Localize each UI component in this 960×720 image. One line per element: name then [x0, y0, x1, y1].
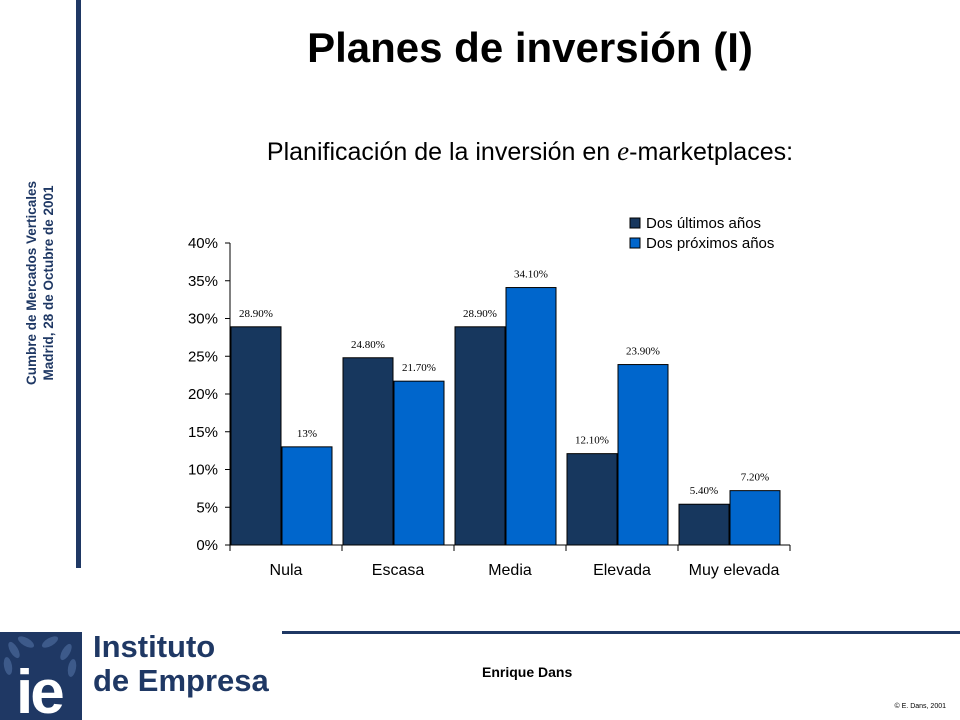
bar-value-label: 12.10% — [575, 435, 609, 447]
x-category-label: Media — [488, 562, 532, 579]
bar-dos-proximos — [729, 490, 781, 546]
subtitle-prefix: Planificación de la inversión en — [266, 138, 618, 166]
bar-dos-proximos — [281, 446, 333, 546]
y-tick-label: 0% — [196, 537, 218, 554]
legend-swatch — [629, 237, 641, 249]
footer-rule — [282, 631, 960, 634]
y-tick-label: 30% — [188, 311, 218, 328]
bar-value-label: 23.90% — [626, 346, 660, 358]
bar-dos-ultimos — [566, 453, 618, 546]
y-tick-label: 5% — [196, 499, 218, 516]
logo-wordmark-line1: Instituto — [93, 629, 216, 664]
subtitle-suffix: -marketplaces: — [629, 138, 794, 166]
bar-value-label: 5.40% — [690, 485, 718, 497]
logo-mark-letters: ie — [16, 658, 65, 720]
left-vertical-rule — [76, 0, 81, 568]
laurel-decoration-icon — [3, 636, 77, 677]
bar-value-label: 34.10% — [514, 269, 548, 281]
bar-value-label: 7.20% — [741, 472, 769, 484]
bar-dos-proximos — [393, 380, 445, 546]
bar-dos-proximos — [617, 364, 669, 546]
legend-label: Dos últimos años — [646, 215, 761, 232]
x-category-label: Nula — [270, 562, 303, 579]
bar-dos-proximos — [505, 287, 557, 546]
bar-value-label: 13% — [297, 428, 317, 440]
side-caption-date: Madrid, 28 de Octubre de 2001 — [41, 185, 56, 381]
copyright-notice: © E. Dans, 2001 — [894, 703, 946, 710]
logo-wordmark-line2: de Empresa — [93, 663, 269, 698]
x-category-label: Elevada — [593, 562, 651, 579]
author-name: Enrique Dans — [482, 664, 573, 680]
investment-bar-chart: 0% 5% 10% 15% 20% 25% 30% 35% 40% 28.90% 13% Nula 24… — [188, 215, 791, 579]
y-tick-label: 10% — [188, 462, 218, 479]
bar-value-label: 24.80% — [351, 339, 385, 351]
bar-dos-ultimos — [230, 326, 282, 546]
logo-mark: ie — [0, 632, 82, 720]
x-category-label: Muy elevada — [689, 562, 780, 579]
bar-value-label: 28.90% — [239, 308, 273, 320]
y-tick-label: 15% — [188, 424, 218, 441]
bar-value-label: 28.90% — [463, 308, 497, 320]
x-category-label: Escasa — [372, 562, 425, 579]
slide-subtitle: Planificación de la inversión en e-marke… — [100, 136, 960, 167]
y-tick-label: 20% — [188, 386, 218, 403]
bar-dos-ultimos — [454, 326, 506, 546]
y-tick-label: 25% — [188, 348, 218, 365]
y-tick-label: 40% — [188, 235, 218, 252]
legend-swatch — [629, 217, 641, 229]
institution-logo: ie Instituto de Empresa — [0, 630, 270, 720]
legend-label: Dos próximos años — [646, 235, 774, 252]
side-caption-event: Cumbre de Mercados Verticales — [24, 180, 39, 386]
bar-value-label: 21.70% — [402, 362, 436, 374]
logo-wordmark: Instituto de Empresa — [93, 630, 269, 698]
slide-title: Planes de inversión (I) — [307, 24, 753, 71]
y-tick-label: 35% — [188, 273, 218, 290]
bar-dos-ultimos — [342, 357, 394, 546]
subtitle-e-letter: e — [617, 136, 630, 166]
bar-dos-ultimos — [678, 503, 730, 546]
